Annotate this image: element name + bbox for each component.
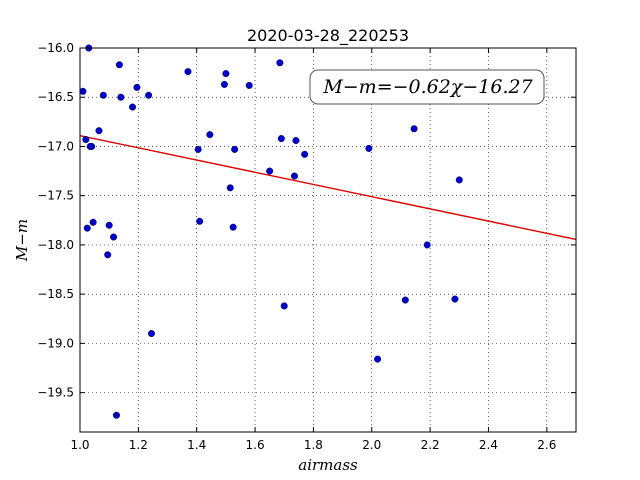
- y-tick-label: −16.0: [37, 41, 74, 55]
- plot-frame: [79, 47, 577, 433]
- data-point: [277, 135, 285, 143]
- y-tick-label: −18.5: [37, 287, 74, 301]
- data-point: [276, 59, 284, 67]
- data-point: [184, 68, 192, 76]
- x-tick-labels: 1.0 1.2 1.4 1.6 1.8 2.0 2.2 2.4 2.6: [70, 438, 556, 452]
- data-point: [231, 145, 239, 153]
- data-point: [194, 145, 202, 153]
- y-tick-label: −17.5: [37, 189, 74, 203]
- data-point: [290, 172, 298, 180]
- data-point: [220, 80, 228, 88]
- data-point: [280, 302, 288, 310]
- data-point: [374, 355, 382, 363]
- data-point: [95, 127, 103, 135]
- x-tick-label: 2.6: [537, 438, 556, 452]
- data-point: [292, 137, 300, 145]
- y-tick-labels: −16.0 −16.5 −17.0 −17.5 −18.0 −18.5 −19.0 −19.5: [37, 41, 74, 400]
- fit-line-layer: [79, 134, 577, 241]
- data-point: [129, 103, 137, 111]
- x-tick-label: 1.4: [187, 438, 206, 452]
- data-point: [423, 241, 431, 249]
- data-point: [88, 142, 96, 150]
- data-point: [245, 81, 253, 89]
- fit-line: [79, 134, 577, 241]
- x-tick-label: 1.8: [304, 438, 323, 452]
- data-point: [455, 176, 463, 184]
- y-tick-label: −19.0: [37, 336, 74, 350]
- data-point: [147, 330, 155, 338]
- fit-equation-box: M−m=−0.62χ−16.27: [309, 69, 545, 105]
- data-point: [82, 136, 90, 144]
- axis-ticks: [79, 47, 576, 432]
- data-point: [229, 223, 237, 231]
- x-tick-label: 1.2: [129, 438, 148, 452]
- x-axis-label: airmass: [298, 456, 358, 474]
- data-point: [115, 61, 123, 69]
- x-tick-label: 1.0: [70, 438, 89, 452]
- data-point: [365, 144, 373, 152]
- fit-equation: M−m=−0.62χ−16.27: [322, 76, 533, 98]
- data-point: [104, 251, 112, 259]
- y-tick-label: −19.5: [37, 386, 74, 400]
- data-point: [266, 167, 274, 175]
- x-tick-label: 2.2: [421, 438, 440, 452]
- data-point: [117, 93, 125, 101]
- x-tick-label: 1.6: [246, 438, 265, 452]
- fit-equation-frame: [309, 69, 545, 105]
- y-tick-label: −17.0: [37, 139, 74, 153]
- y-axis-label: M−m: [13, 219, 31, 262]
- data-point: [410, 125, 418, 133]
- data-point: [79, 87, 87, 95]
- data-point: [226, 184, 234, 192]
- data-point: [89, 218, 97, 226]
- chart-title: 2020-03-28_220253: [247, 26, 409, 46]
- data-point: [401, 296, 409, 304]
- data-point: [83, 224, 91, 232]
- data-point: [222, 70, 230, 78]
- data-point: [105, 221, 113, 229]
- data-point: [196, 217, 204, 225]
- data-point: [133, 83, 141, 91]
- data-point: [112, 411, 120, 419]
- x-tick-label: 2.4: [479, 438, 498, 452]
- data-point: [206, 131, 214, 139]
- data-point: [451, 295, 459, 303]
- data-point: [99, 91, 107, 99]
- data-point: [145, 91, 153, 99]
- data-points: [79, 44, 463, 419]
- data-point: [301, 150, 309, 158]
- x-tick-label: 2.0: [362, 438, 381, 452]
- data-point: [110, 233, 118, 241]
- y-tick-label: −16.5: [37, 90, 74, 104]
- y-tick-label: −18.0: [37, 238, 74, 252]
